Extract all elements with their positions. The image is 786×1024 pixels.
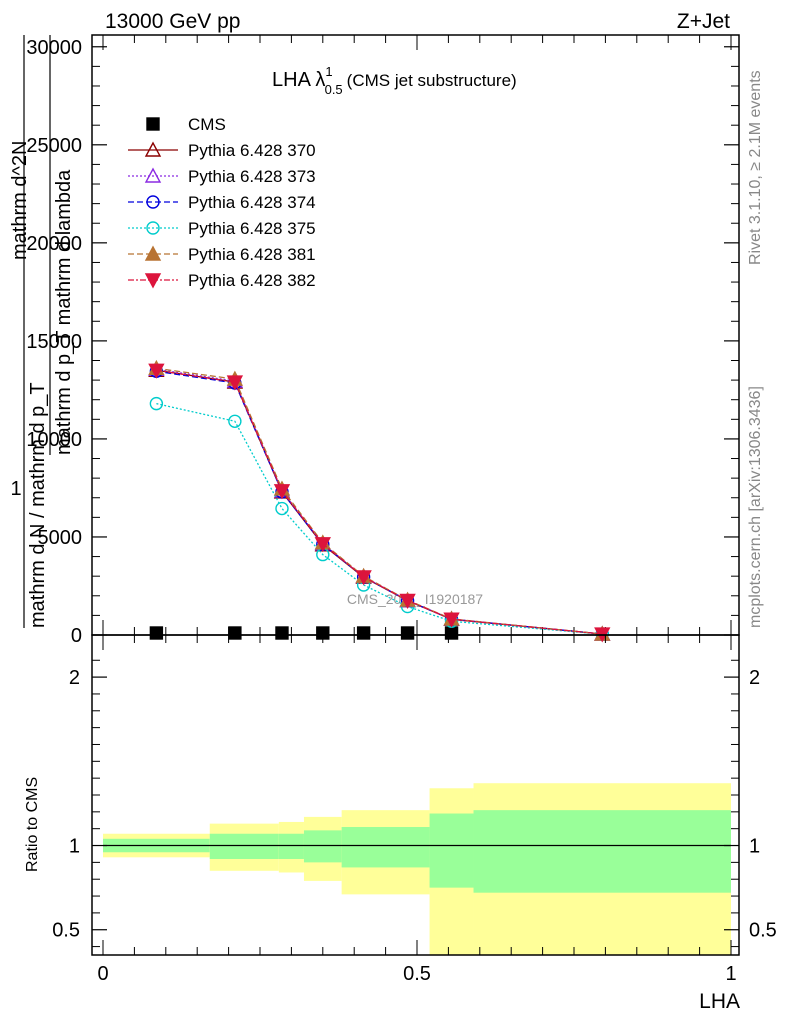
legend-entry-1: Pythia 6.428 370 bbox=[128, 141, 316, 160]
ratio-ytick-label-1: 1 bbox=[69, 836, 80, 858]
ratio-ytick-label-right-1: 1 bbox=[749, 836, 760, 858]
series-6-point-1 bbox=[226, 375, 244, 391]
ratio-panel: 0.5 0.5 1 1 2 2 0 0.5 1 Ratio to CMS LHA bbox=[24, 634, 777, 1013]
x-axis-label: LHA bbox=[699, 990, 740, 1013]
ylabel-inner-denominator: mathrm d p_T mathrm d lambda bbox=[53, 169, 75, 455]
legend-entry-3: Pythia 6.428 374 bbox=[128, 193, 316, 212]
legend-label-1: Pythia 6.428 370 bbox=[188, 141, 316, 160]
legend-label-0: CMS bbox=[188, 115, 226, 134]
xtick-label-2: 1 bbox=[725, 963, 736, 985]
series-6-point-5 bbox=[399, 593, 416, 609]
ratio-ytick-label-2: 2 bbox=[69, 667, 80, 689]
series-4-point-1 bbox=[228, 414, 242, 428]
plot-title-main: LHA λ bbox=[272, 69, 325, 91]
legend-entry-4: Pythia 6.428 375 bbox=[128, 219, 316, 238]
main-ytick-label-1: 5000 bbox=[38, 527, 83, 549]
series-6-point-0 bbox=[148, 363, 165, 379]
ratio-band-inner-4 bbox=[341, 827, 430, 868]
main-ytick-label-4: 20000 bbox=[26, 233, 82, 255]
header-left: 13000 GeV pp bbox=[105, 10, 240, 33]
ratio-band-inner-5 bbox=[429, 813, 474, 888]
ratio-band-inner-2 bbox=[278, 833, 304, 859]
legend-marker-4 bbox=[146, 221, 160, 235]
ylabel-outer-denominator: mathrm d N / mathrm d p_T bbox=[27, 382, 49, 628]
mcplots-label: mcplots.cern.ch [arXiv:1306.3436] bbox=[747, 386, 764, 628]
legend-entry-0: CMS bbox=[146, 115, 226, 134]
series-4-point-0 bbox=[149, 396, 164, 411]
series-0-point-4 bbox=[356, 626, 371, 640]
plot-title-suffix: (CMS jet substructure) bbox=[347, 71, 517, 90]
series-line-5 bbox=[156, 367, 603, 635]
header-right: Z+Jet bbox=[677, 10, 730, 33]
main-ytick-label-0: 0 bbox=[71, 625, 82, 647]
series-4-point-2 bbox=[275, 501, 289, 516]
main-ytick-label-3: 15000 bbox=[26, 331, 82, 353]
legend-marker-5 bbox=[144, 245, 162, 261]
xtick-label-0: 0 bbox=[97, 963, 108, 985]
series-6-point-6 bbox=[443, 612, 460, 628]
ratio-y-axis-label: Ratio to CMS bbox=[24, 777, 41, 872]
legend-marker-0 bbox=[146, 117, 160, 131]
series-6-point-2 bbox=[273, 484, 291, 500]
ratio-band-inner-3 bbox=[303, 830, 342, 863]
plot-title-superscript: 1 bbox=[325, 64, 332, 79]
legend-entry-6: Pythia 6.428 382 bbox=[128, 271, 316, 290]
legend-entry-5: Pythia 6.428 381 bbox=[128, 245, 316, 264]
series-0-point-2 bbox=[275, 626, 289, 640]
legend-label-4: Pythia 6.428 375 bbox=[188, 219, 316, 238]
ratio-ytick-label-0: 0.5 bbox=[52, 920, 80, 942]
series-6-point-4 bbox=[355, 570, 372, 586]
legend-label-6: Pythia 6.428 382 bbox=[188, 271, 316, 290]
series-line-4 bbox=[156, 402, 603, 635]
ratio-ticks: 0.5 0.5 1 1 2 2 0 0.5 1 bbox=[52, 635, 777, 985]
ratio-band-inner-6 bbox=[473, 810, 731, 893]
series-0 bbox=[149, 626, 459, 640]
series-line-6 bbox=[156, 369, 603, 635]
legend-entry-2: Pythia 6.428 373 bbox=[128, 167, 316, 186]
main-ticks: 0 5000 10000 15000 20000 25000 30000 bbox=[26, 35, 739, 647]
series-0-point-5 bbox=[400, 626, 415, 640]
watermark: CMS_2021_I1920187 bbox=[347, 591, 483, 607]
plot-title: LHA λ1 0.5 (CMS jet substructure) bbox=[272, 64, 517, 97]
ratio-band-inner-1 bbox=[209, 833, 279, 859]
ratio-bands bbox=[103, 783, 731, 955]
main-ytick-label-6: 30000 bbox=[26, 37, 82, 59]
plot-title-subscript: 0.5 bbox=[325, 82, 343, 97]
legend-label-3: Pythia 6.428 374 bbox=[188, 193, 316, 212]
series-0-point-6 bbox=[444, 626, 459, 640]
legend-marker-2 bbox=[144, 167, 162, 183]
legend: CMS Pythia 6.428 370 Pythia 6.428 373 Pythi… bbox=[128, 115, 316, 290]
ratio-ytick-label-right-2: 2 bbox=[749, 667, 760, 689]
series-6-point-3 bbox=[314, 537, 331, 553]
ylabel-inner-numerator: mathrm d^2N bbox=[9, 141, 31, 260]
xtick-label-1: 0.5 bbox=[403, 963, 431, 985]
ratio-ytick-label-right-0: 0.5 bbox=[749, 920, 777, 942]
legend-label-2: Pythia 6.428 373 bbox=[188, 167, 316, 186]
main-ytick-label-5: 25000 bbox=[26, 135, 82, 157]
ratio-frame bbox=[91, 634, 740, 956]
series-0-point-1 bbox=[228, 626, 242, 640]
rivet-label: Rivet 3.1.10, ≥ 2.1M events bbox=[747, 70, 764, 265]
legend-label-5: Pythia 6.428 381 bbox=[188, 245, 316, 264]
main-y-axis-label: 1 mathrm d N / mathrm d p_T mathrm d^2N … bbox=[9, 35, 75, 628]
ylabel-one: 1 bbox=[10, 478, 21, 500]
main-panel: 1 mathrm d N / mathrm d p_T mathrm d^2N … bbox=[9, 34, 740, 647]
legend-marker-6 bbox=[144, 273, 162, 289]
main-ytick-label-2: 10000 bbox=[26, 429, 82, 451]
legend-marker-3 bbox=[146, 195, 160, 209]
series-0-point-0 bbox=[149, 626, 164, 640]
legend-marker-1 bbox=[144, 141, 162, 157]
